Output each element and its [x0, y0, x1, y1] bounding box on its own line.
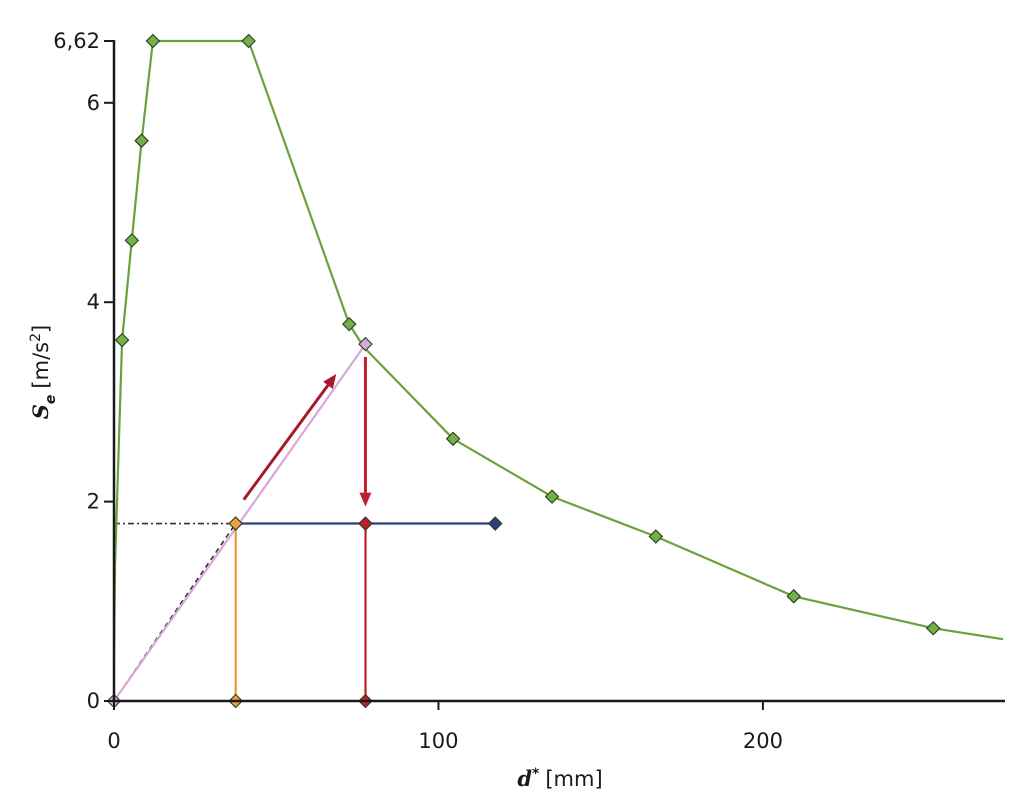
- x-ticks: 0 100 200: [107, 701, 783, 753]
- x-axis-title: d* [mm]: [517, 766, 602, 791]
- y-ticks: 0 2 4 6 6,62: [53, 29, 114, 713]
- arrow-head-0: [323, 373, 337, 389]
- data-point-s1-1: [358, 336, 373, 352]
- y-axis-unit-end: ]: [29, 325, 53, 333]
- marker-layer: [106, 33, 941, 709]
- x-axis-superscript: *: [532, 766, 540, 782]
- y-tick-label-4: 6,62: [53, 29, 100, 53]
- data-point-s2-1: [487, 516, 503, 531]
- arrow-layer: [242, 357, 372, 507]
- x-axis-symbol: d: [517, 766, 532, 791]
- y-tick-label-1: 2: [87, 490, 100, 514]
- data-point-s0-3: [124, 233, 140, 248]
- data-point-s0-11: [648, 529, 664, 544]
- x-tick-label-2: 200: [743, 729, 783, 753]
- series-layer: [112, 39, 1004, 702]
- data-point-s0-12: [786, 589, 802, 604]
- data-point-s4-1: [358, 516, 373, 531]
- y-tick-label-0: 0: [87, 689, 100, 713]
- data-point-s0-9: [445, 431, 461, 447]
- x-tick-label-1: 100: [418, 729, 458, 753]
- y-axis-symbol: S: [28, 404, 53, 419]
- data-point-s0-4: [134, 133, 149, 148]
- arrow-shaft-0: [242, 384, 330, 501]
- y-axis-subscript: e: [43, 395, 59, 405]
- data-point-s3-1: [228, 516, 243, 531]
- y-axis-unit: [m/s: [29, 342, 53, 389]
- y-tick-label-3: 6: [87, 91, 100, 115]
- data-point-s0-13: [925, 620, 941, 636]
- data-point-s0-10: [544, 489, 560, 504]
- series-line-0: [112, 39, 1004, 657]
- data-point-s0-2: [114, 332, 130, 348]
- data-point-s0-5: [145, 33, 161, 49]
- y-tick-label-2: 4: [87, 290, 100, 314]
- axes-layer: 0 100 200 0 2 4 6 6,62: [53, 29, 1005, 753]
- data-point-s0-6: [241, 33, 256, 49]
- y-axis-unit-superscript: 2: [28, 333, 44, 342]
- x-tick-label-0: 0: [107, 729, 120, 753]
- plot-area: [106, 33, 1004, 709]
- data-point-s0-7: [341, 316, 357, 332]
- y-axis-title: Se [m/s2]: [28, 325, 59, 419]
- arrow-head-1: [359, 492, 372, 507]
- x-axis-unit: [mm]: [545, 767, 602, 791]
